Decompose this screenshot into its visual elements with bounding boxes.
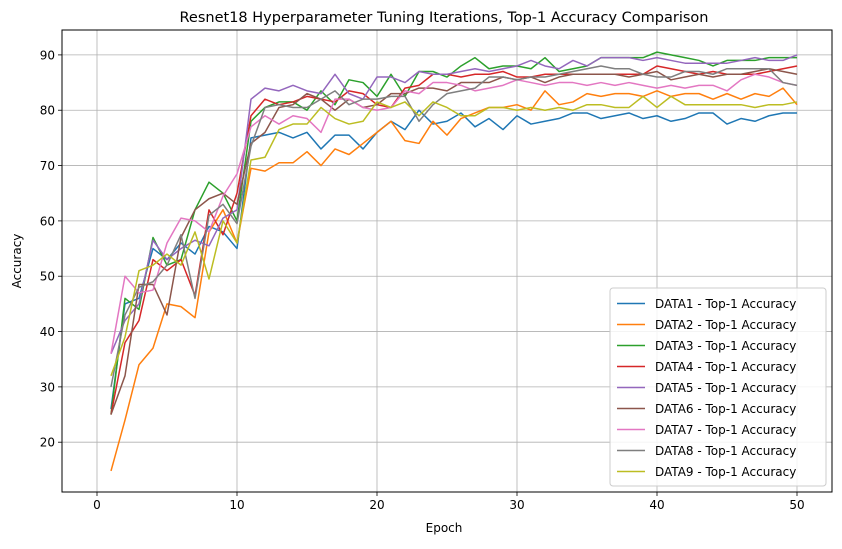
- x-tick-label: 50: [789, 498, 804, 512]
- series-line-8: [110, 65, 798, 388]
- series-line-9: [110, 95, 798, 377]
- chart-title: Resnet18 Hyperparameter Tuning Iteration…: [180, 10, 709, 26]
- series-line-6: [110, 67, 798, 415]
- legend-label-1: DATA1 - Top-1 Accuracy: [655, 297, 796, 311]
- series-line-3: [110, 51, 797, 415]
- series-layer: [110, 51, 798, 472]
- legend-label-3: DATA3 - Top-1 Accuracy: [655, 339, 796, 353]
- legend-label-6: DATA6 - Top-1 Accuracy: [655, 402, 796, 416]
- series-line-5: [110, 54, 798, 354]
- y-tick-label: 20: [40, 436, 55, 450]
- y-tick-label: 30: [40, 380, 55, 394]
- legend-label-5: DATA5 - Top-1 Accuracy: [655, 381, 796, 395]
- x-axis-label: Epoch: [426, 521, 463, 535]
- x-tick-label: 30: [509, 498, 524, 512]
- y-axis-label: Accuracy: [10, 234, 24, 289]
- x-tick-label: 40: [649, 498, 664, 512]
- series-line-4: [110, 65, 798, 415]
- legend-label-4: DATA4 - Top-1 Accuracy: [655, 360, 796, 374]
- series-line-2: [110, 87, 798, 472]
- y-tick-label: 70: [40, 159, 55, 173]
- series-line-1: [110, 109, 797, 410]
- legend: DATA1 - Top-1 Accuracy DATA2 - Top-1 Accu…: [609, 287, 827, 487]
- y-tick-label: 60: [40, 214, 55, 228]
- plot-frame: [61, 29, 833, 493]
- y-tick-label: 40: [40, 325, 55, 339]
- legend-box: [609, 287, 827, 487]
- series-line-7: [110, 73, 798, 354]
- x-tick-label: 0: [93, 498, 101, 512]
- x-tick-label: 20: [369, 498, 384, 512]
- y-axis-ticks: 20 30 40 50 60 70 80 90: [40, 48, 62, 450]
- x-tick-label: 10: [229, 498, 244, 512]
- y-tick-label: 90: [40, 48, 55, 62]
- grid: [62, 30, 832, 492]
- y-tick-label: 80: [40, 104, 55, 118]
- legend-label-8: DATA8 - Top-1 Accuracy: [655, 444, 796, 458]
- legend-label-2: DATA2 - Top-1 Accuracy: [655, 318, 796, 332]
- y-tick-label: 50: [40, 270, 55, 284]
- legend-label-9: DATA9 - Top-1 Accuracy: [655, 465, 796, 479]
- x-axis-ticks: 0 10 20 30 40 50: [93, 492, 805, 512]
- legend-label-7: DATA7 - Top-1 Accuracy: [655, 423, 796, 437]
